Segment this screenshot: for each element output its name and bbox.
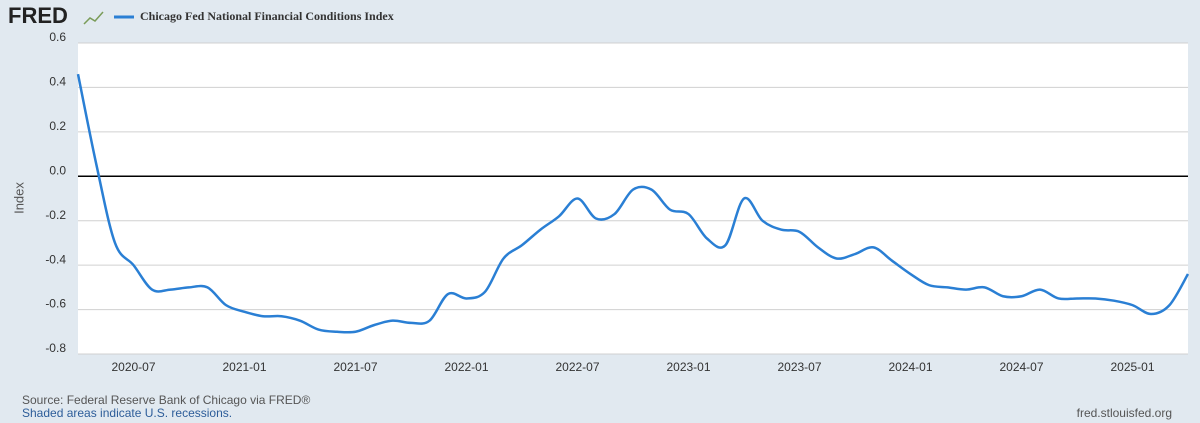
logo-icon <box>83 11 104 25</box>
y-tick-label: -0.6 <box>45 297 66 311</box>
y-tick-label: -0.4 <box>45 252 66 266</box>
plot-area <box>78 43 1188 354</box>
legend-label: Chicago Fed National Financial Condition… <box>140 9 394 23</box>
x-tick-label: 2025-01 <box>1110 360 1154 374</box>
series-line <box>76 73 1190 334</box>
x-tick-label: 2024-01 <box>888 360 932 374</box>
logo: FRED <box>8 3 68 28</box>
x-tick-label: 2023-07 <box>777 360 821 374</box>
y-axis-label: Index <box>11 182 26 214</box>
x-tick-label: 2021-01 <box>222 360 266 374</box>
x-tick-label: 2022-07 <box>555 360 599 374</box>
y-tick-label: 0.4 <box>49 75 66 89</box>
x-tick-label: 2022-01 <box>444 360 488 374</box>
x-tick-label: 2024-07 <box>999 360 1043 374</box>
y-tick-label: -0.8 <box>45 341 66 355</box>
note: Shaded areas indicate U.S. recessions. <box>22 406 232 420</box>
url: fred.stlouisfed.org <box>1077 406 1172 420</box>
x-tick-label: 2023-01 <box>666 360 710 374</box>
y-tick-label: 0.0 <box>49 163 66 177</box>
x-tick-label: 2021-07 <box>333 360 377 374</box>
y-tick-label: 0.6 <box>49 30 66 44</box>
y-tick-label: -0.2 <box>45 208 66 222</box>
source: Source: Federal Reserve Bank of Chicago … <box>22 393 310 407</box>
y-tick-label: 0.2 <box>49 119 66 133</box>
x-tick-label: 2020-07 <box>111 360 155 374</box>
